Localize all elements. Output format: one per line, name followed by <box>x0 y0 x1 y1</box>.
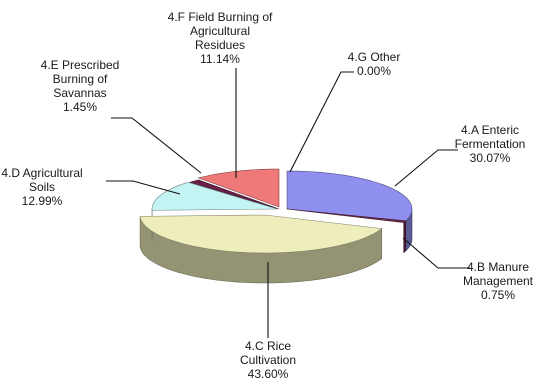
label-4c: 4.C Rice Cultivation 43.60% <box>240 339 296 380</box>
label-4b-line-1: Management <box>463 274 534 288</box>
label-4e-line-1: Burning of <box>53 72 108 86</box>
slice-4a <box>286 170 413 222</box>
label-4b: 4.B Manure Management 0.75% <box>463 260 534 302</box>
label-4g: 4.G Other 0.00% <box>348 50 401 78</box>
label-4f-line-2: Residues <box>195 38 245 52</box>
label-4b-line-0: 4.B Manure <box>467 260 529 274</box>
slice-4b <box>286 208 407 223</box>
slice-4d <box>151 181 278 211</box>
leader-4e <box>111 117 202 174</box>
label-4e-value: 1.45% <box>63 100 97 114</box>
label-4d-line-0: 4.D Agricultural <box>1 166 82 180</box>
label-4d: 4.D Agricultural Soils 12.99% <box>1 166 82 208</box>
label-4c-line-1: Cultivation <box>240 353 296 367</box>
label-4b-value: 0.75% <box>481 288 515 302</box>
slice-4c <box>139 214 383 254</box>
label-4d-line-1: Soils <box>29 180 55 194</box>
label-4a-line-1: Fermentation <box>455 137 526 151</box>
label-4e: 4.E Prescribed Burning of Savannas 1.45% <box>41 58 120 114</box>
label-4g-line-0: 4.G Other <box>348 50 401 64</box>
slice-4e <box>189 179 280 210</box>
label-4c-value: 43.60% <box>248 367 289 380</box>
leader-4g <box>289 71 354 173</box>
label-4c-line-0: 4.C Rice <box>245 339 291 353</box>
label-4g-value: 0.00% <box>357 64 391 78</box>
leader-4b <box>402 237 470 269</box>
leader-4d <box>106 180 181 195</box>
label-4e-line-0: 4.E Prescribed <box>41 58 120 72</box>
label-4a: 4.A Enteric Fermentation 30.07% <box>455 123 526 165</box>
slice-labels: 4.A Enteric Fermentation 30.07% 4.B Manure M… <box>1 10 533 380</box>
label-4f-line-1: Agricultural <box>190 24 250 38</box>
leader-4a <box>394 149 458 187</box>
label-4e-line-2: Savannas <box>53 86 106 100</box>
label-4a-line-0: 4.A Enteric <box>461 123 519 137</box>
label-4f-line-0: 4.F Field Burning of <box>168 10 273 24</box>
label-4f: 4.F Field Burning of Agricultural Residues… <box>168 10 273 66</box>
label-4a-value: 30.07% <box>470 151 511 165</box>
slice-side-4b <box>403 220 407 254</box>
label-4f-value: 11.14% <box>200 52 240 66</box>
label-4d-value: 12.99% <box>22 194 63 208</box>
leader-lines <box>106 68 470 338</box>
